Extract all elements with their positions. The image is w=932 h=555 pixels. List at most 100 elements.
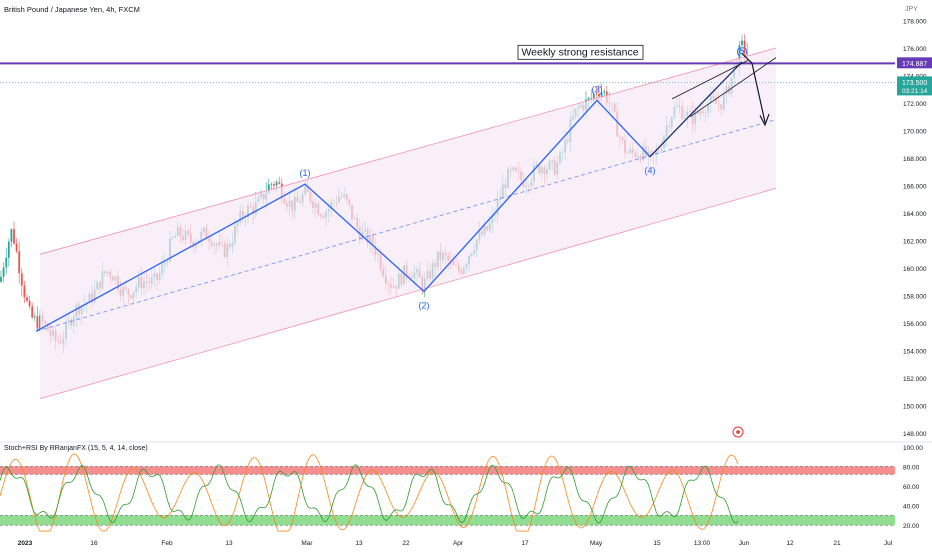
resistance-label-box (517, 44, 644, 60)
price-tick-label: 166.000 (903, 184, 927, 191)
candle-body (598, 93, 600, 97)
indicator-tick-label: 40.00 (903, 504, 920, 511)
indicator-tick-label: 20.00 (903, 523, 920, 530)
candle-body (18, 251, 21, 274)
indicator-tick-label: 60.00 (903, 484, 920, 491)
candle-body (738, 45, 741, 68)
candle-body (20, 273, 23, 286)
wave-label: (3) (592, 84, 603, 94)
candle-body (590, 97, 593, 99)
price-tick-label: 162.000 (903, 239, 927, 246)
time-tick-label: Feb (161, 540, 173, 547)
time-tick-label: May (590, 540, 603, 547)
resistance-price-tag-text: 174.887 (902, 61, 927, 68)
candle-body (278, 182, 281, 184)
currency-label: JPY (905, 6, 918, 13)
price-tick-label: 154.000 (903, 349, 927, 356)
price-tick-label: 150.000 (903, 404, 927, 411)
wave-label: (4) (645, 166, 656, 176)
time-tick-label: Apr (453, 540, 464, 547)
candle-body (592, 93, 595, 99)
price-tick-label: 178.000 (903, 19, 927, 26)
candle-body (26, 297, 28, 301)
candle-body (603, 91, 606, 93)
last-price-tag[interactable] (897, 76, 932, 96)
price-tick-label: 170.000 (903, 129, 927, 136)
wedge-side-line (689, 57, 777, 118)
wedge-lower-line (649, 61, 743, 157)
indicator-title: Stoch+RSI By RRanjanFX (15, 5, 4, 14, cl… (4, 445, 148, 452)
candle-body (587, 97, 590, 100)
time-tick-label: 21 (833, 540, 841, 547)
candle-body (273, 184, 275, 186)
candle-body (28, 300, 31, 307)
candle-body (23, 285, 26, 298)
overbought-band (0, 466, 895, 475)
time-tick-label: 22 (402, 540, 410, 547)
time-tick-label: 2023 (18, 540, 33, 547)
overlay-layer: Weekly strong resistance (1) (2) (3) (4) (5) (0, 44, 895, 400)
candle-body (0, 276, 2, 282)
price-tick-label: 152.000 (903, 376, 927, 383)
rsi-line (0, 464, 739, 524)
indicator-tick-label: 100.00 (903, 445, 923, 452)
wave-label: (5) (737, 46, 748, 56)
price-tick-label: 156.000 (903, 321, 927, 328)
candle-body (5, 257, 8, 268)
resistance-label: Weekly strong resistance (521, 46, 638, 58)
candle-body (31, 306, 34, 318)
channel-fill (40, 48, 776, 399)
time-tick-label: 13:00 (694, 540, 711, 547)
candle-body (267, 184, 270, 194)
candle-body (10, 229, 13, 242)
price-tick-label: 164.000 (903, 211, 927, 218)
channel-midline (35, 119, 777, 332)
alert-icon[interactable] (732, 426, 744, 438)
time-tick-label: Jul (884, 540, 893, 547)
symbol-title: British Pound / Japanese Yen, 4h, FXCM (4, 5, 140, 14)
candle-body (2, 267, 5, 277)
candle-body (595, 93, 598, 95)
price-tick-label: 168.000 (903, 156, 927, 163)
wedge-upper-line (671, 60, 749, 100)
candle-body (600, 92, 603, 97)
price-tick-label: 176.000 (903, 46, 927, 53)
time-tick-label: 17 (521, 540, 529, 547)
candle-body (746, 53, 749, 54)
channel-upper-line (39, 47, 777, 255)
indicator-tick-label: 80.00 (903, 464, 920, 471)
time-tick-label: Mar (301, 540, 313, 547)
time-tick-label: 13 (355, 540, 363, 547)
alert-icon-dot (736, 430, 740, 434)
time-tick-label: 16 (90, 540, 98, 547)
wave-label: (2) (419, 300, 430, 310)
candle-body (33, 316, 36, 318)
stoch-line (0, 453, 739, 532)
candle-body (7, 241, 10, 258)
projection-arrowhead (759, 113, 770, 127)
time-tick-label: 13 (225, 540, 233, 547)
candle-body (13, 229, 15, 244)
resistance-price-tag (897, 57, 932, 69)
candle-body (743, 40, 746, 54)
channel-lower-line (39, 187, 777, 400)
time-tick-label: 12 (786, 540, 794, 547)
indicator-pane: 20.00 40.00 60.00 80.00 100.00 (0, 426, 932, 532)
price-tick-label: 172.000 (903, 101, 927, 108)
countdown-text: 03:21:14 (902, 88, 928, 95)
last-price-tag-text: 173.500 (902, 80, 927, 87)
projection-arrow (741, 53, 766, 123)
candle-body (15, 243, 18, 252)
price-axis: 148.000 150.000 152.000 154.000 156.000 158.0… (897, 19, 932, 438)
candle-body (36, 316, 39, 329)
price-tick-label: 148.000 (903, 431, 927, 438)
time-tick-label: 15 (653, 540, 661, 547)
time-tick-label: Jun (739, 540, 750, 547)
candle-body (275, 182, 278, 186)
price-tick-label: 158.000 (903, 294, 927, 301)
candle-body (741, 40, 743, 46)
wave-label: (1) (300, 168, 311, 178)
time-axis: 2023 16 Feb 13 Mar 13 22 Apr 17 May 15 13:00 Jun 12 21… (18, 540, 893, 547)
